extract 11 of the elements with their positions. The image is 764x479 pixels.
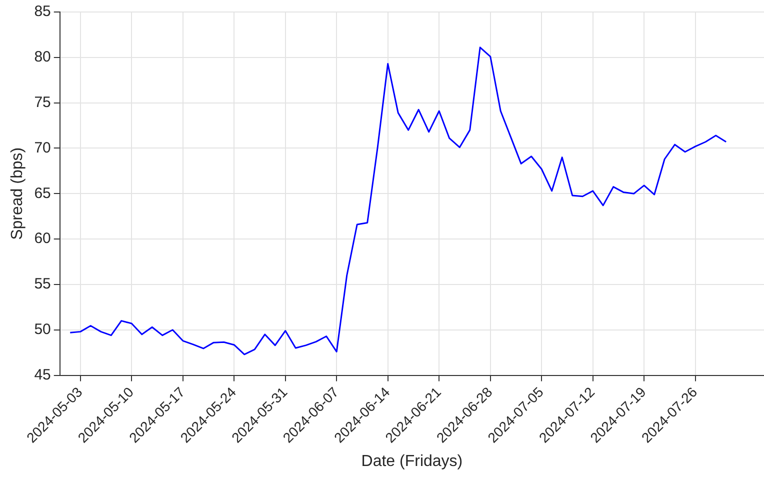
y-tick-label: 55 xyxy=(34,276,51,293)
y-tick-label: 60 xyxy=(34,230,51,248)
y-tick-label: 85 xyxy=(34,3,51,20)
y-tick-label: 80 xyxy=(34,48,51,66)
y-tick-label: 65 xyxy=(34,184,51,202)
y-tick-label: 45 xyxy=(34,366,51,384)
y-tick-label: 50 xyxy=(34,321,51,338)
y-axis-title: Spread (bps) xyxy=(9,147,26,240)
y-tick-label: 75 xyxy=(34,94,51,111)
y-tick-label: 70 xyxy=(34,139,51,156)
x-axis-title: Date (Fridays) xyxy=(361,452,463,470)
